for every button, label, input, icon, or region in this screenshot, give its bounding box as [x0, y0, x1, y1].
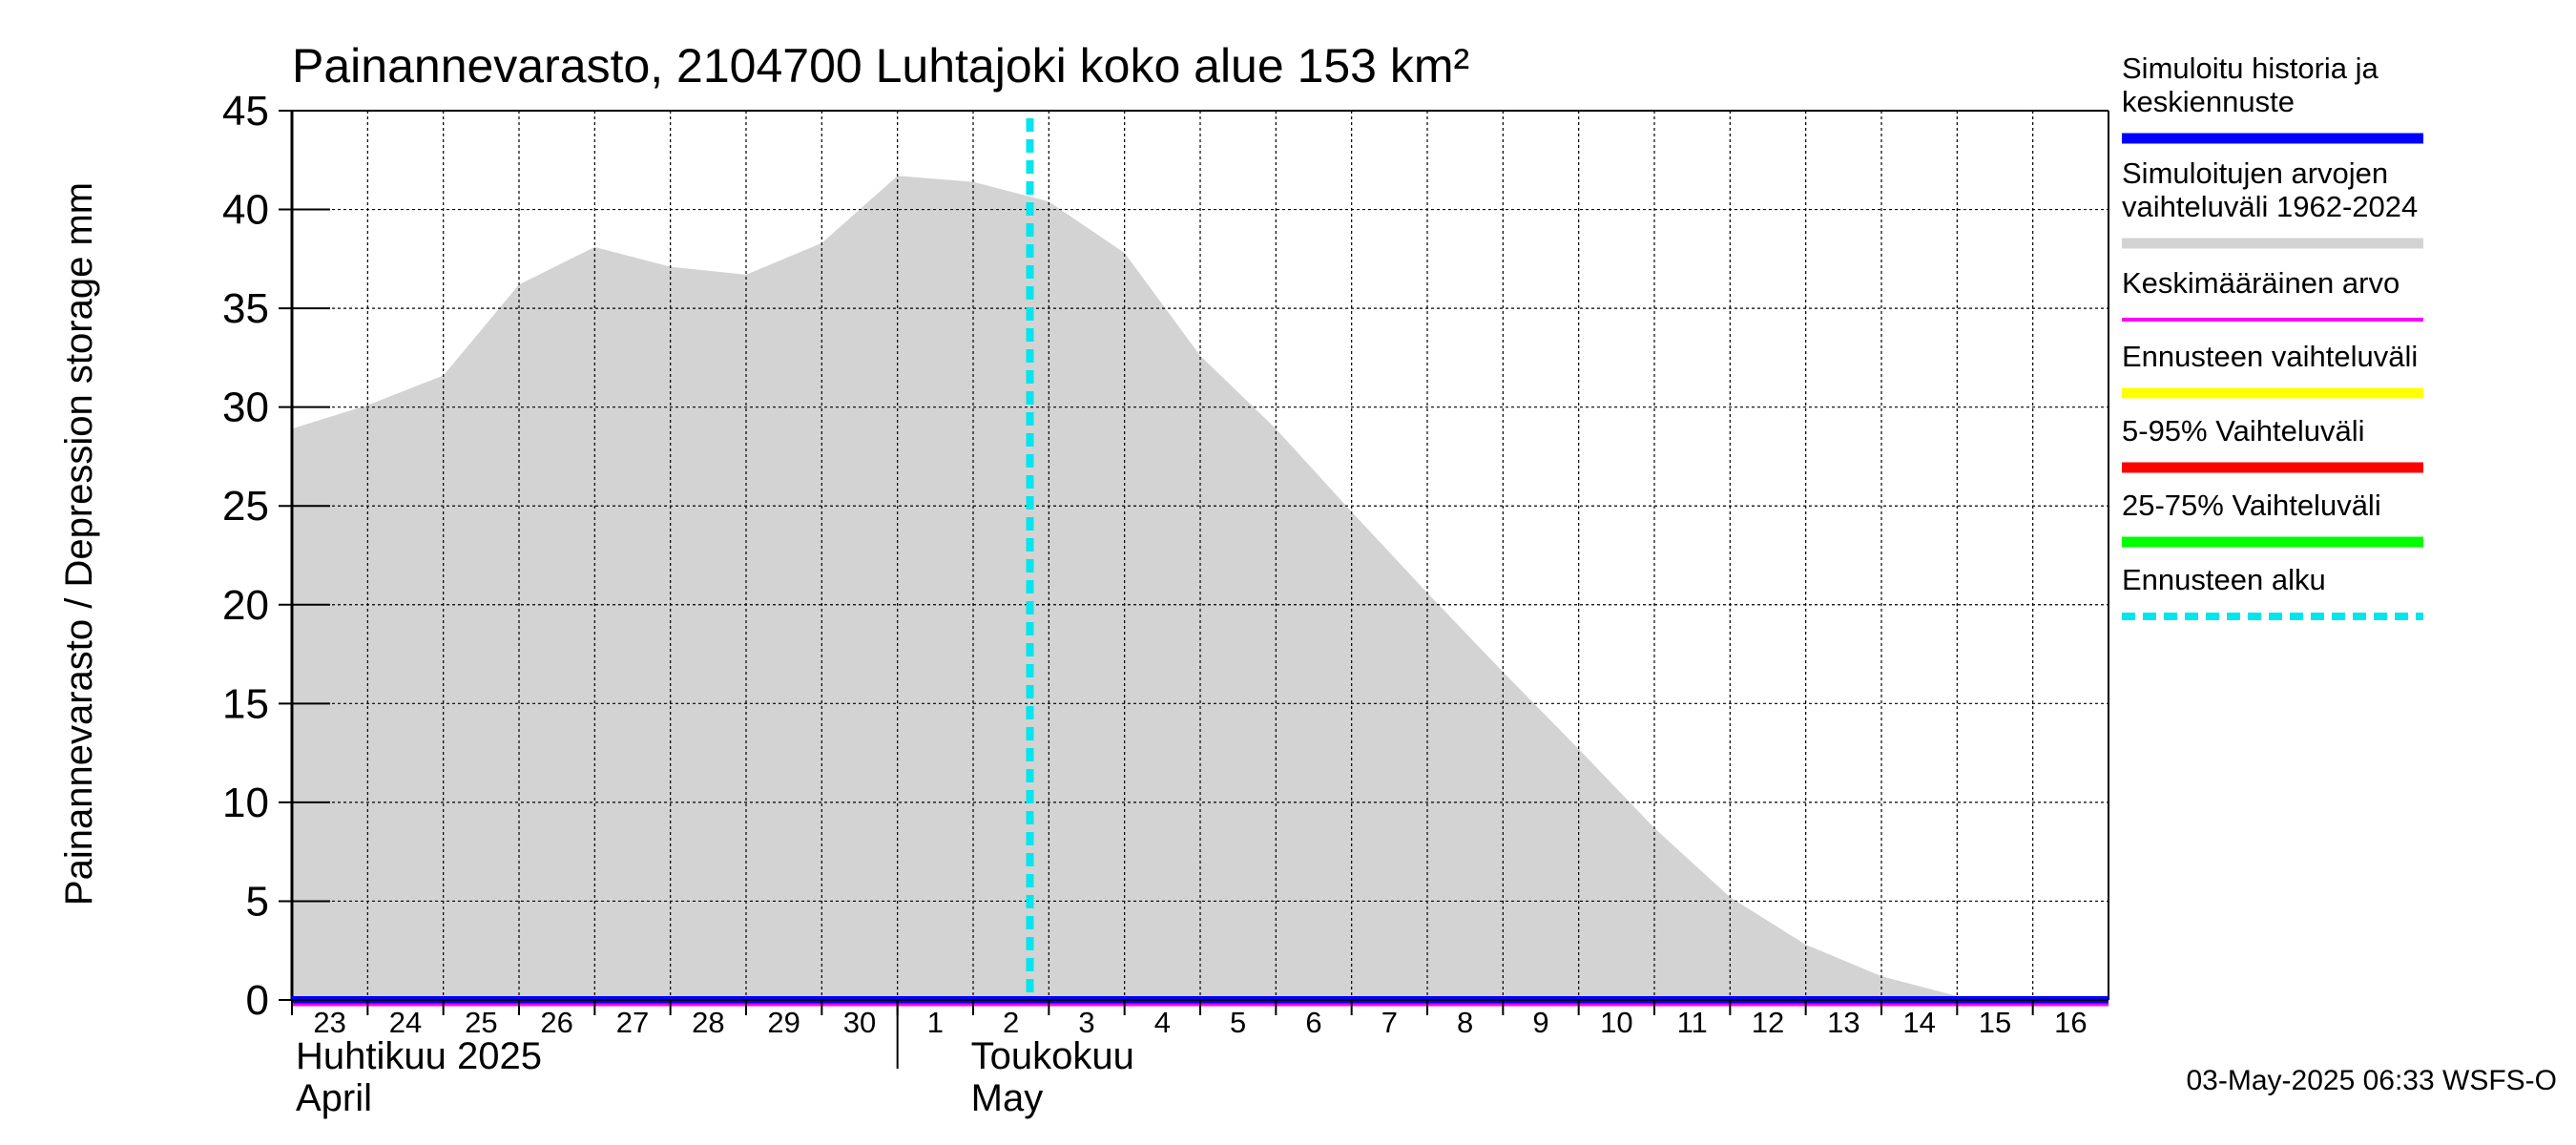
x-tick-label: 29 [767, 1006, 800, 1039]
x-tick-label: 26 [540, 1006, 572, 1039]
x-tick-label: 16 [2054, 1006, 2087, 1039]
legend-label: keskiennuste [2122, 85, 2295, 118]
y-tick-label: 35 [222, 285, 269, 332]
month-label-en: May [971, 1077, 1044, 1119]
x-tick-label: 3 [1078, 1006, 1094, 1039]
y-tick-label: 10 [222, 780, 269, 826]
chart-title: Painannevarasto, 2104700 Luhtajoki koko … [292, 39, 1469, 93]
x-tick-label: 27 [616, 1006, 649, 1039]
x-tick-label: 4 [1154, 1006, 1171, 1039]
y-tick-label: 20 [222, 582, 269, 629]
x-tick-label: 11 [1677, 1006, 1708, 1039]
x-tick-label: 13 [1827, 1006, 1859, 1039]
y-tick-label: 45 [222, 88, 269, 135]
y-tick-label: 25 [222, 483, 269, 530]
legend-label: Simuloitu historia ja [2122, 52, 2379, 85]
y-axis-label: Painannevarasto / Depression storage mm [58, 182, 100, 906]
x-tick-label: 30 [843, 1006, 876, 1039]
x-tick-label: 9 [1532, 1006, 1548, 1039]
legend-label: Keskimääräinen arvo [2122, 266, 2399, 300]
y-tick-label: 5 [246, 878, 269, 925]
x-tick-label: 8 [1457, 1006, 1473, 1039]
y-tick-label: 30 [222, 385, 269, 431]
x-tick-label: 15 [1979, 1006, 2011, 1039]
x-tick-label: 5 [1230, 1006, 1246, 1039]
y-tick-label: 15 [222, 680, 269, 727]
y-tick-label: 40 [222, 187, 269, 234]
x-tick-label: 6 [1305, 1006, 1321, 1039]
x-tick-label: 7 [1381, 1006, 1398, 1039]
x-tick-label: 12 [1752, 1006, 1784, 1039]
legend-label: 25-75% Vaihteluväli [2122, 489, 2381, 522]
y-tick-label: 0 [246, 977, 269, 1024]
x-tick-label: 24 [389, 1006, 422, 1039]
legend-label: Ennusteen alku [2122, 563, 2326, 596]
footer-timestamp: 03-May-2025 06:33 WSFS-O [2187, 1065, 2558, 1096]
x-tick-label: 25 [465, 1006, 497, 1039]
x-tick-label: 28 [692, 1006, 724, 1039]
x-tick-label: 14 [1902, 1006, 1935, 1039]
month-label-fi: Huhtikuu 2025 [296, 1035, 542, 1077]
legend-label: 5-95% Vaihteluväli [2122, 414, 2364, 448]
legend-label: Ennusteen vaihteluväli [2122, 340, 2418, 373]
legend-label: Simuloitujen arvojen [2122, 156, 2388, 190]
x-tick-label: 2 [1003, 1006, 1019, 1039]
x-tick-label: 10 [1600, 1006, 1632, 1039]
month-label-en: April [296, 1077, 372, 1119]
x-tick-label: 23 [313, 1006, 345, 1039]
legend-label: vaihteluväli 1962-2024 [2122, 190, 2418, 223]
month-label-fi: Toukokuu [971, 1035, 1134, 1077]
x-tick-label: 1 [927, 1006, 944, 1039]
